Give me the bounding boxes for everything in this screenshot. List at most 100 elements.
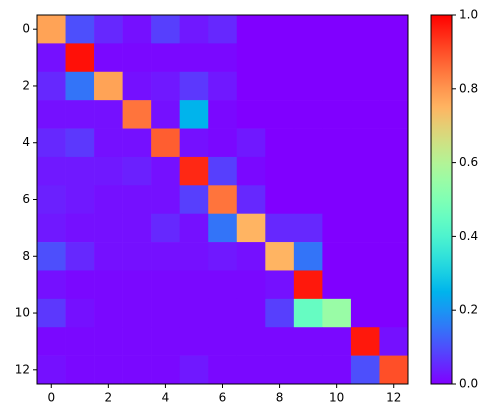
heatmap-cell xyxy=(208,43,238,73)
heatmap-cell xyxy=(179,185,209,214)
colorbar-tick-label: 0.8 xyxy=(459,81,478,95)
heatmap-cell xyxy=(265,15,295,44)
heatmap-cell xyxy=(94,185,123,214)
heatmap-cell xyxy=(37,213,66,243)
heatmap-cell xyxy=(322,71,352,101)
heatmap-cell xyxy=(265,213,295,243)
heatmap-cell xyxy=(265,100,295,129)
heatmap-cell xyxy=(265,242,295,271)
heatmap-cell xyxy=(350,242,380,271)
heatmap-cell xyxy=(236,270,266,300)
y-tick-label: 2 xyxy=(22,78,30,92)
y-tick-label: 8 xyxy=(22,249,30,263)
heatmap-cell xyxy=(37,242,66,271)
heatmap-cell xyxy=(350,327,380,356)
heatmap-cell xyxy=(208,100,238,129)
heatmap-cell xyxy=(293,270,323,300)
heatmap-cell xyxy=(379,185,409,214)
heatmap-cell xyxy=(208,213,238,243)
heatmap-cell xyxy=(122,128,152,158)
heatmap-cell xyxy=(179,355,209,385)
heatmap-cell xyxy=(65,298,95,328)
heatmap-cell xyxy=(94,355,123,385)
heatmap-cell xyxy=(94,327,123,356)
heatmap-cell xyxy=(94,242,123,271)
heatmap-cell xyxy=(37,355,66,385)
heatmap-cell xyxy=(265,156,295,186)
heatmap-cell xyxy=(265,71,295,101)
heatmap-cell xyxy=(122,156,152,186)
heatmap-cell xyxy=(37,185,66,214)
heatmap-cell xyxy=(265,270,295,300)
heatmap-cell xyxy=(379,15,409,44)
heatmap-cell xyxy=(179,298,209,328)
x-tick-label: 2 xyxy=(105,391,113,405)
heatmap-cell xyxy=(122,327,152,356)
heatmap-cell xyxy=(151,270,180,300)
heatmap-cell xyxy=(122,15,152,44)
heatmap-cell xyxy=(37,327,66,356)
heatmap-cell xyxy=(236,355,266,385)
heatmap-cell xyxy=(65,355,95,385)
heatmap-cell xyxy=(94,213,123,243)
heatmap-cell xyxy=(208,355,238,385)
heatmap-cell xyxy=(179,213,209,243)
heatmap-cell xyxy=(379,270,409,300)
colorbar-tick-label: 0.6 xyxy=(459,155,478,169)
heatmap-cell xyxy=(151,355,180,385)
heatmap-cell xyxy=(151,213,180,243)
heatmap-cell xyxy=(65,100,95,129)
heatmap-cell xyxy=(265,298,295,328)
heatmap-cell xyxy=(293,298,323,328)
heatmap-cell xyxy=(65,242,95,271)
heatmap-cell xyxy=(322,298,352,328)
heatmap-cell xyxy=(208,242,238,271)
heatmap-cell xyxy=(65,15,95,44)
heatmap-cell xyxy=(265,43,295,73)
heatmap-cell xyxy=(236,15,266,44)
heatmap-cell xyxy=(379,71,409,101)
heatmap-cell xyxy=(37,270,66,300)
heatmap-cell xyxy=(236,242,266,271)
heatmap-cell xyxy=(37,156,66,186)
heatmap-cell xyxy=(350,185,380,214)
x-tick-label: 4 xyxy=(162,391,170,405)
colorbar-tick-label: 0.4 xyxy=(459,229,478,243)
heatmap-cell xyxy=(322,156,352,186)
x-tick-label: 6 xyxy=(219,391,227,405)
heatmap-cell xyxy=(179,43,209,73)
heatmap-cell xyxy=(379,242,409,271)
heatmap-cell xyxy=(65,327,95,356)
heatmap-cell xyxy=(122,298,152,328)
heatmap-cell xyxy=(151,185,180,214)
heatmap-cell xyxy=(65,156,95,186)
x-tick-label: 0 xyxy=(47,391,55,405)
heatmap-cell xyxy=(293,213,323,243)
heatmap-cell xyxy=(179,15,209,44)
heatmap-cell xyxy=(122,242,152,271)
heatmap-cell xyxy=(208,298,238,328)
heatmap-cell xyxy=(37,15,66,44)
heatmap-cell xyxy=(94,156,123,186)
heatmap-cell xyxy=(122,71,152,101)
heatmap-cell xyxy=(236,185,266,214)
colorbar-tick-label: 1.0 xyxy=(459,8,478,22)
heatmap-cell xyxy=(322,242,352,271)
heatmap-cell xyxy=(293,128,323,158)
heatmap-cell xyxy=(350,213,380,243)
heatmap-cell xyxy=(94,128,123,158)
heatmap-cell xyxy=(179,100,209,129)
heatmap-cell xyxy=(350,128,380,158)
heatmap-cell xyxy=(94,43,123,73)
heatmap-cell xyxy=(37,128,66,158)
heatmap-cell xyxy=(379,100,409,129)
heatmap-cell xyxy=(322,128,352,158)
heatmap-cell xyxy=(37,43,66,73)
heatmap-cell xyxy=(379,327,409,356)
heatmap-cell xyxy=(179,242,209,271)
heatmap-cell xyxy=(151,43,180,73)
heatmap-cell xyxy=(179,270,209,300)
heatmap-cell xyxy=(350,43,380,73)
heatmap-cell xyxy=(151,15,180,44)
